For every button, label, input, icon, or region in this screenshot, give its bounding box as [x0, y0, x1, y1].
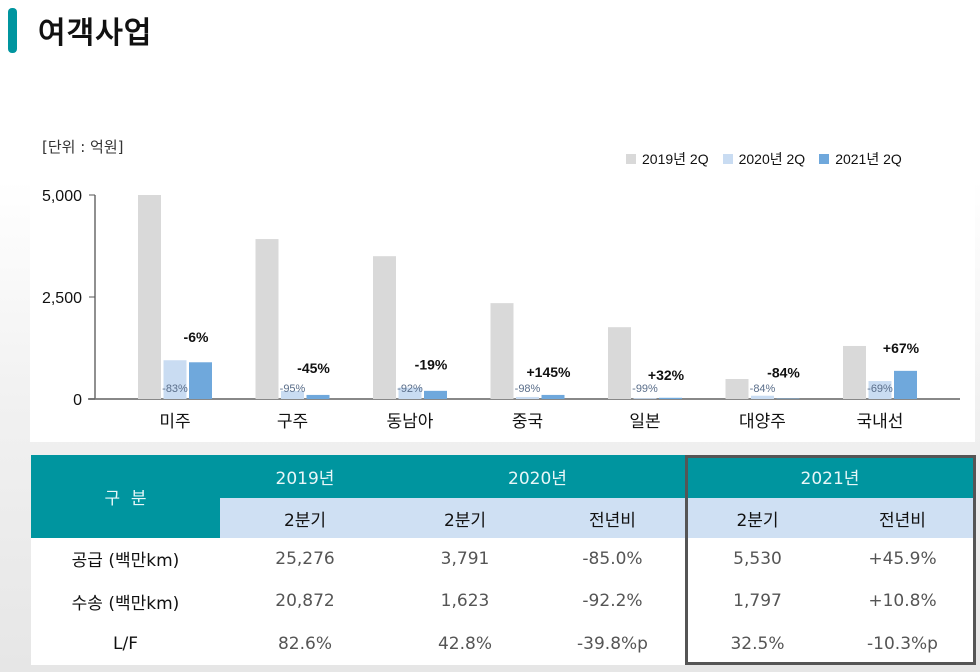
cell: 1,797 — [733, 591, 782, 612]
title-accent-bar — [8, 8, 17, 53]
bar-2019년 2Q — [138, 195, 161, 399]
cell: 25,276 — [275, 548, 335, 569]
table-row: 공급 (백만km) 25,276 3,791 -85.0% 5,530 +45.… — [31, 538, 975, 580]
cell: 1,623 — [440, 591, 490, 612]
bar-2019년 2Q — [725, 379, 749, 399]
cell: +45.9% — [868, 548, 937, 569]
x-tick-label: 구주 — [277, 412, 308, 432]
x-tick-label: 미주 — [159, 412, 190, 432]
page-title: 여객사업 — [38, 16, 153, 51]
bar-label-2021: -6% — [184, 329, 209, 345]
x-tick-label: 대양주 — [739, 412, 786, 432]
bar-chart: 0 2,500 5,000 -83% -6% 미주 -95% -45% 구주 -92% -19% 동남… — [42, 188, 960, 432]
bar-label-2020: -84% — [750, 383, 776, 395]
bar-2019년 2Q — [843, 345, 866, 399]
year-header: 2020년 — [390, 455, 685, 499]
sub-header: 2분기 — [390, 498, 540, 538]
bar-2020년 2Q — [281, 390, 304, 399]
bar-2021년 2Q — [306, 394, 330, 399]
bar-label-2020: -69% — [867, 383, 893, 395]
cell: -39.8%p — [577, 633, 648, 654]
x-tick-label: 중국 — [512, 412, 543, 432]
legend-item-2020: 2020년 2Q — [722, 149, 805, 169]
bar-label-2020: -95% — [280, 383, 306, 395]
cell: +10.8% — [868, 591, 937, 612]
legend-item-2021: 2021년 2Q — [819, 149, 902, 169]
table-row: 수송 (백만km) 20,872 1,623 -92.2% 1,797 +10.… — [31, 580, 975, 622]
sub-header: 2분기 — [220, 498, 390, 538]
cell: 20,872 — [275, 591, 335, 612]
bar-label-2020: -98% — [515, 383, 541, 395]
year-header: 2019년 — [220, 455, 390, 499]
row-label: 공급 (백만km) — [71, 551, 180, 572]
legend-item-2019: 2019년 2Q — [626, 149, 709, 169]
x-tick-label: 국내선 — [857, 412, 904, 432]
sub-header: 2분기 — [685, 498, 830, 538]
y-tick-label: 0 — [73, 392, 82, 409]
row-label: L/F — [113, 633, 138, 654]
bar-2020년 2Q — [751, 395, 774, 399]
bar-label-2021: +67% — [883, 340, 920, 356]
cell: -85.0% — [582, 548, 643, 569]
bar-2020년 2Q — [516, 396, 539, 399]
bar-label-2021: +145% — [527, 364, 572, 380]
bar-2020년 2Q — [633, 398, 657, 399]
table-row: L/F 82.6% 42.8% -39.8%p 32.5% -10.3%p — [31, 623, 975, 665]
corner-header: 구 분 — [31, 455, 220, 538]
bar-label-2021: -45% — [297, 360, 330, 376]
passenger-table: 구 분 2019년 2020년 2021년 2분기 2분기 전년비 2분기 전년… — [31, 455, 975, 665]
bar-2019년 2Q — [608, 327, 631, 399]
year-header: 2021년 — [685, 455, 975, 499]
cell: 32.5% — [730, 633, 785, 654]
bar-2021년 2Q — [541, 394, 565, 399]
bar-label-2020: -99% — [632, 383, 658, 395]
x-tick-label: 동남아 — [387, 412, 434, 432]
bar-2021년 2Q — [659, 397, 682, 399]
bar-label-2020: -92% — [397, 383, 423, 395]
cell: 5,530 — [733, 548, 782, 569]
bar-label-2021: -84% — [767, 365, 800, 381]
x-tick-label: 일본 — [629, 412, 660, 432]
bar-2021년 2Q — [894, 370, 917, 399]
row-label: 수송 (백만km) — [71, 593, 180, 614]
cell: -10.3%p — [867, 633, 938, 654]
unit-label: [단위 : 억원] — [42, 138, 124, 156]
cell: 3,791 — [440, 548, 490, 569]
bar-2019년 2Q — [490, 303, 514, 399]
y-tick-label: 5,000 — [42, 188, 82, 205]
bar-label-2021: -19% — [415, 357, 448, 373]
sub-header: 전년비 — [540, 498, 685, 538]
bar-2020년 2Q — [868, 381, 892, 399]
bar-2021년 2Q — [189, 362, 212, 399]
y-tick-label: 2,500 — [42, 290, 82, 307]
bar-2021년 2Q — [424, 390, 447, 399]
bar-2020년 2Q — [163, 360, 187, 399]
bar-2019년 2Q — [373, 256, 396, 399]
bar-2019년 2Q — [255, 239, 279, 399]
cell: -92.2% — [582, 591, 643, 612]
cell: 42.8% — [437, 633, 492, 654]
bar-2020년 2Q — [398, 387, 422, 399]
bar-label-2021: +32% — [648, 367, 685, 383]
sub-header: 전년비 — [830, 498, 975, 538]
chart-legend: 2019년 2Q 2020년 2Q 2021년 2Q — [626, 149, 902, 169]
bar-label-2020: -83% — [162, 383, 188, 395]
cell: 82.6% — [277, 633, 332, 654]
